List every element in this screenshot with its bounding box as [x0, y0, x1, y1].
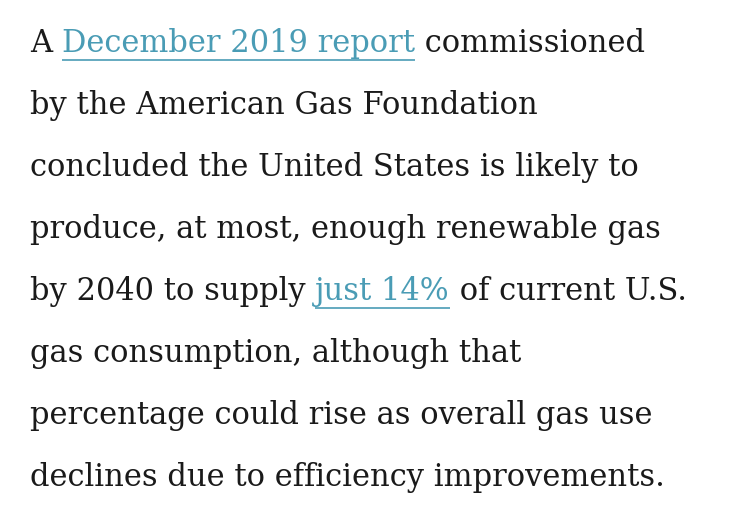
Text: gas consumption, although that: gas consumption, although that — [30, 337, 521, 369]
Text: A: A — [30, 28, 62, 59]
Text: produce, at most, enough renewable gas: produce, at most, enough renewable gas — [30, 214, 661, 244]
Text: concluded the United States is likely to: concluded the United States is likely to — [30, 152, 639, 183]
Text: of current U.S.: of current U.S. — [450, 275, 687, 306]
Text: just 14%: just 14% — [315, 275, 450, 306]
Text: declines due to efficiency improvements.: declines due to efficiency improvements. — [30, 461, 664, 492]
Text: by 2040 to supply: by 2040 to supply — [30, 275, 315, 306]
Text: December 2019 report: December 2019 report — [62, 28, 415, 59]
Text: by the American Gas Foundation: by the American Gas Foundation — [30, 90, 538, 121]
Text: commissioned: commissioned — [415, 28, 645, 59]
Text: percentage could rise as overall gas use: percentage could rise as overall gas use — [30, 399, 652, 430]
